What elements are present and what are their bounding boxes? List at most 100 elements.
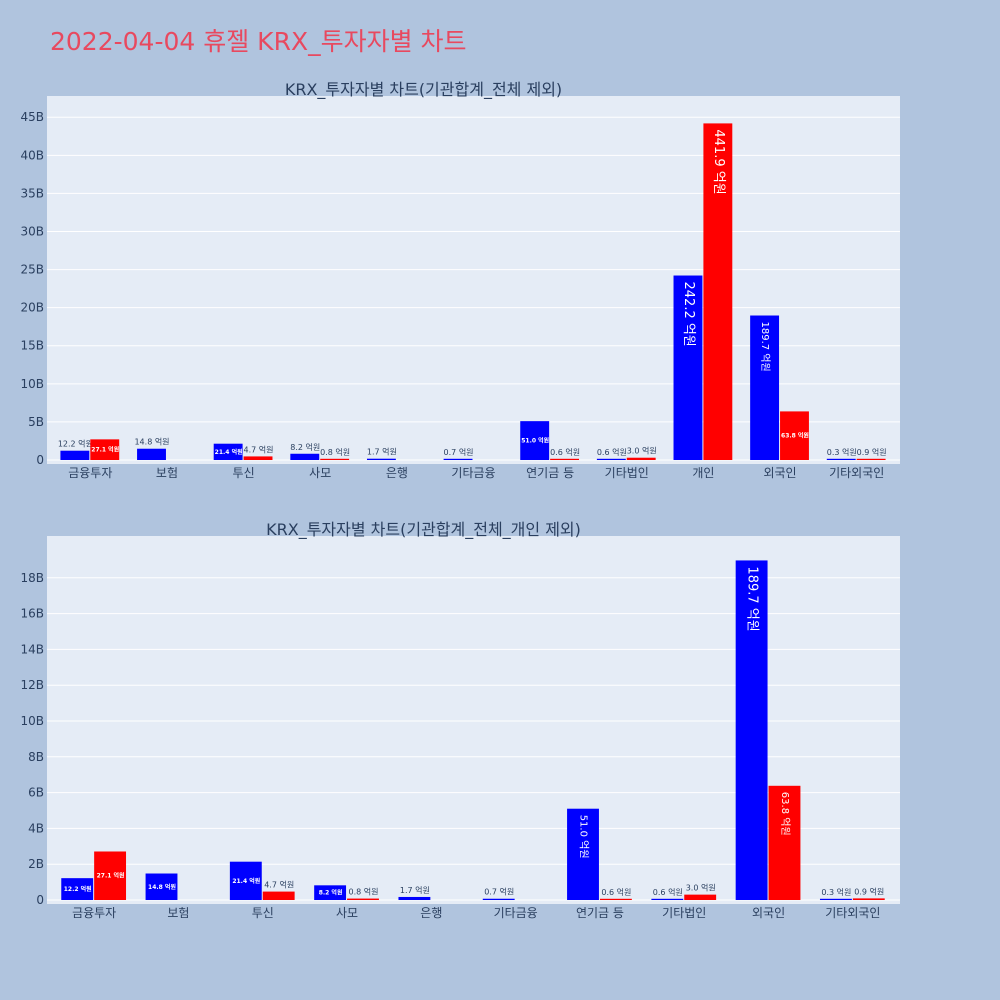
- x-tick-label: 기타법인: [662, 906, 706, 920]
- data-label: 3.0 억원: [686, 883, 716, 893]
- bar: [856, 458, 886, 460]
- y-tick-label: 20B: [20, 301, 44, 315]
- x-tick-label: 기타금융: [494, 906, 538, 920]
- x-tick-label: 은행: [386, 465, 408, 480]
- x-tick-label: 기타금융: [451, 466, 495, 480]
- y-tick-label: 0: [36, 893, 44, 907]
- chart-title: KRX_투자자별 차트(기관합계_전체 제외): [285, 80, 562, 100]
- bar: [626, 457, 656, 460]
- x-tick-label: 사모: [336, 906, 358, 920]
- y-tick-label: 16B: [20, 607, 44, 621]
- data-label: 8.2 억원: [290, 442, 320, 452]
- x-tick-label: 외국인: [752, 906, 785, 920]
- data-label: 4.7 억원: [244, 444, 274, 454]
- data-label: 51.0 억원: [578, 815, 590, 859]
- y-tick-label: 2B: [28, 857, 44, 871]
- data-label: 12.2 억원: [58, 439, 93, 449]
- data-label: 0.8 억원: [320, 447, 350, 457]
- x-tick-label: 연기금 등: [526, 466, 574, 480]
- x-tick-label: 기타외국인: [829, 466, 884, 480]
- bar: [366, 458, 396, 460]
- y-tick-label: 15B: [20, 339, 44, 353]
- x-tick-label: 외국인: [763, 466, 796, 480]
- data-label: 8.2 억원: [319, 889, 343, 897]
- data-label: 21.4 억원: [215, 448, 243, 456]
- data-label: 27.1 억원: [91, 446, 119, 454]
- bar: [145, 873, 178, 900]
- bar: [229, 861, 262, 900]
- bar: [567, 808, 599, 900]
- x-tick-label: 기타외국인: [825, 906, 880, 920]
- bar: [94, 851, 127, 900]
- bar: [684, 894, 717, 900]
- bar: [520, 421, 550, 460]
- y-tick-label: 14B: [20, 642, 44, 656]
- bar: [768, 785, 801, 900]
- data-label: 14.8 억원: [134, 437, 169, 447]
- data-label: 0.9 억원: [854, 886, 884, 896]
- x-tick-label: 투신: [252, 906, 274, 920]
- data-label: 63.8 억원: [781, 432, 809, 440]
- bar: [314, 885, 347, 900]
- bar: [819, 898, 852, 900]
- bar: [482, 898, 515, 900]
- y-tick-label: 30B: [20, 224, 44, 238]
- y-tick-label: 4B: [28, 821, 44, 835]
- y-tick-label: 0: [36, 453, 44, 467]
- bar: [61, 878, 94, 900]
- bar: [703, 123, 733, 460]
- bar: [852, 898, 885, 900]
- y-tick-label: 8B: [28, 750, 44, 764]
- bar: [735, 560, 768, 900]
- bar: [320, 458, 350, 460]
- data-label: 0.6 억원: [597, 447, 627, 457]
- data-label: 63.8 억원: [779, 792, 791, 836]
- bar: [90, 439, 120, 460]
- data-label: 21.4 억원: [232, 877, 260, 885]
- data-label: 0.3 억원: [827, 447, 857, 457]
- y-tick-label: 10B: [20, 377, 44, 391]
- bar: [443, 458, 473, 460]
- x-tick-label: 연기금 등: [576, 906, 624, 920]
- y-tick-label: 25B: [20, 263, 44, 277]
- data-label: 0.7 억원: [484, 887, 514, 897]
- data-label: 14.8 억원: [148, 883, 176, 891]
- bar: [651, 898, 684, 900]
- data-label: 0.6 억원: [601, 887, 631, 897]
- data-label: 4.7 억원: [264, 880, 294, 890]
- data-label: 1.7 억원: [367, 447, 397, 457]
- data-label: 27.1 억원: [97, 872, 125, 880]
- y-tick-label: 6B: [28, 786, 44, 800]
- x-tick-label: 보험: [156, 466, 178, 480]
- data-label: 189.7 억원: [745, 566, 760, 631]
- data-label: 0.6 억원: [550, 447, 580, 457]
- chart-2: 0 2B 4B 6B 8B 10B 12B 14B 16B 18B KRX_투자자별 차트(기관합계…: [20, 520, 900, 920]
- bar: [596, 458, 626, 460]
- x-tick-label: 개인: [692, 466, 714, 480]
- x-tick-label: 기타법인: [605, 466, 649, 480]
- x-tick-label: 은행: [420, 905, 442, 920]
- data-label: 3.0 억원: [627, 446, 657, 456]
- data-label: 0.9 억원: [857, 447, 887, 457]
- bar: [347, 898, 379, 900]
- chart-title: KRX_투자자별 차트(기관합계_전체_개인 제외): [266, 520, 581, 540]
- bar: [826, 458, 856, 460]
- page-title: 2022-04-04 휴젤 KRX_투자자별 차트: [50, 27, 467, 56]
- chart-1: 0 5B 10B 15B 20B 25B 30B 35B 40B 45B KRX_투자자별 차트(기…: [20, 80, 900, 480]
- x-tick-label: 금융투자: [68, 466, 112, 480]
- bar: [213, 443, 243, 460]
- data-label: 189.7 억원: [759, 322, 771, 372]
- y-tick-label: 45B: [20, 110, 44, 124]
- y-tick-label: 40B: [20, 148, 44, 162]
- data-label: 242.2 억원: [681, 282, 696, 347]
- bar: [780, 411, 809, 460]
- x-tick-label: 금융투자: [72, 906, 116, 920]
- data-label: 1.7 억원: [400, 885, 430, 895]
- y-tick-label: 18B: [20, 571, 44, 585]
- x-tick-label: 투신: [233, 466, 255, 480]
- bar: [599, 898, 632, 900]
- bar: [290, 453, 320, 460]
- y-tick-label: 35B: [20, 186, 44, 200]
- data-label: 51.0 억원: [521, 437, 549, 445]
